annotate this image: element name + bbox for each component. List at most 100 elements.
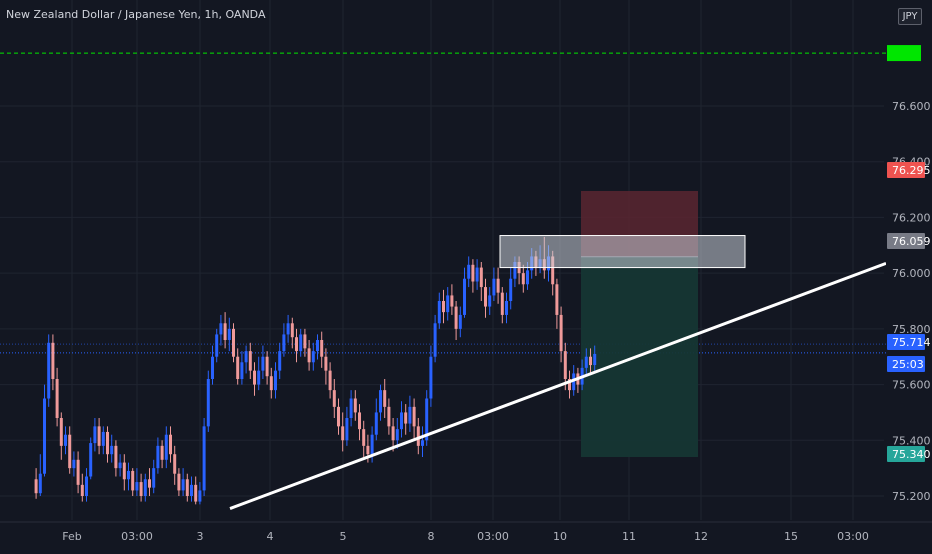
- candle: [589, 348, 592, 374]
- price-tag-label: 75.714: [892, 336, 931, 349]
- candle-body: [303, 334, 307, 349]
- candle-body: [295, 337, 298, 352]
- candle-body: [80, 484, 84, 496]
- candle-body: [404, 412, 408, 424]
- candle: [484, 278, 487, 318]
- candle-body: [379, 390, 382, 413]
- candle-body: [421, 440, 424, 446]
- price-tag-label: 76.295: [892, 164, 931, 177]
- candle-body: [101, 431, 105, 446]
- candle: [412, 398, 416, 441]
- price-tag-stop-loss[interactable]: 76.295: [887, 162, 931, 178]
- candle-body: [458, 314, 462, 329]
- candle-body: [51, 342, 55, 379]
- candle-body: [425, 398, 429, 441]
- candle: [227, 317, 231, 352]
- currency-badge[interactable]: JPY: [898, 8, 922, 25]
- price-tag-bg: [887, 334, 925, 350]
- candle: [349, 390, 353, 427]
- candle-body: [97, 426, 101, 446]
- candle-body: [244, 351, 248, 363]
- candle: [34, 468, 38, 499]
- candle: [282, 323, 286, 357]
- candle-body: [589, 356, 592, 366]
- candle-body: [324, 356, 328, 371]
- time-tick-label: 10: [553, 530, 567, 543]
- candle-body: [47, 342, 51, 399]
- candle: [97, 418, 101, 455]
- candle-body: [118, 462, 122, 469]
- price-tick-label: 75.400: [892, 434, 931, 447]
- candle-body: [198, 490, 202, 502]
- candle: [59, 412, 63, 460]
- candle-body: [500, 292, 504, 315]
- candle-body: [332, 390, 336, 407]
- price-tag-bg: [887, 446, 925, 462]
- candle-body: [173, 454, 177, 474]
- candle: [215, 328, 219, 363]
- candle: [156, 437, 160, 474]
- candle-body: [416, 426, 420, 446]
- candle: [64, 426, 67, 455]
- candle: [421, 426, 424, 457]
- candle-body: [265, 356, 269, 377]
- time-tick-label: 3: [197, 530, 204, 543]
- alert-price-tag[interactable]: [887, 45, 921, 62]
- candle: [328, 362, 332, 399]
- price-tag-take-profit[interactable]: 75.340: [887, 446, 931, 462]
- candle: [68, 426, 72, 474]
- support-trendline[interactable]: [229, 261, 887, 510]
- candle: [299, 328, 303, 357]
- candle: [51, 334, 55, 391]
- candle-body: [450, 295, 454, 307]
- candle: [106, 426, 109, 463]
- candle: [219, 314, 223, 346]
- candle: [261, 345, 265, 379]
- candle: [194, 476, 198, 505]
- candle: [387, 398, 391, 435]
- candle: [307, 340, 311, 371]
- candle: [253, 362, 256, 396]
- price-axis[interactable]: 76.60076.40076.20076.00075.80075.60075.4…: [886, 0, 932, 550]
- candle-body: [488, 295, 492, 307]
- candle-body: [454, 306, 458, 329]
- candle: [383, 379, 387, 418]
- price-tag-last-price[interactable]: 75.714: [887, 334, 931, 350]
- candle: [408, 395, 412, 432]
- candle: [559, 306, 563, 363]
- trendlines: [229, 235, 887, 510]
- candle-body: [299, 334, 303, 352]
- candle-body: [232, 328, 235, 357]
- candle-body: [38, 473, 42, 494]
- candle: [152, 459, 156, 494]
- candle: [290, 317, 294, 349]
- candles: [34, 236, 597, 505]
- candle-body: [68, 434, 72, 469]
- candle-body: [240, 362, 244, 379]
- candle-body: [143, 479, 147, 496]
- candle-body: [274, 370, 277, 391]
- price-tag-entry[interactable]: 76.059: [887, 233, 931, 249]
- candle-body: [442, 301, 445, 313]
- candle: [80, 473, 84, 502]
- candle-body: [320, 340, 324, 357]
- price-tick-label: 76.000: [892, 267, 931, 280]
- candle-body: [475, 267, 479, 282]
- time-axis[interactable]: Feb 03:00 3 4 5 8 03:00 10 11 12 15 03:00: [0, 521, 932, 550]
- candle-body: [563, 351, 567, 379]
- candle-body: [194, 484, 198, 502]
- resistance-box[interactable]: [499, 235, 746, 269]
- candle-body: [358, 412, 361, 430]
- candle: [362, 420, 366, 457]
- candle-body: [135, 482, 139, 491]
- price-tag-countdown[interactable]: 25:03: [887, 356, 925, 372]
- candle: [206, 370, 210, 432]
- time-tick-label: 03:00: [121, 530, 153, 543]
- candle-body: [169, 434, 172, 455]
- candle: [400, 401, 403, 438]
- candle-body: [211, 356, 214, 379]
- candle: [475, 259, 479, 290]
- candle: [442, 289, 445, 324]
